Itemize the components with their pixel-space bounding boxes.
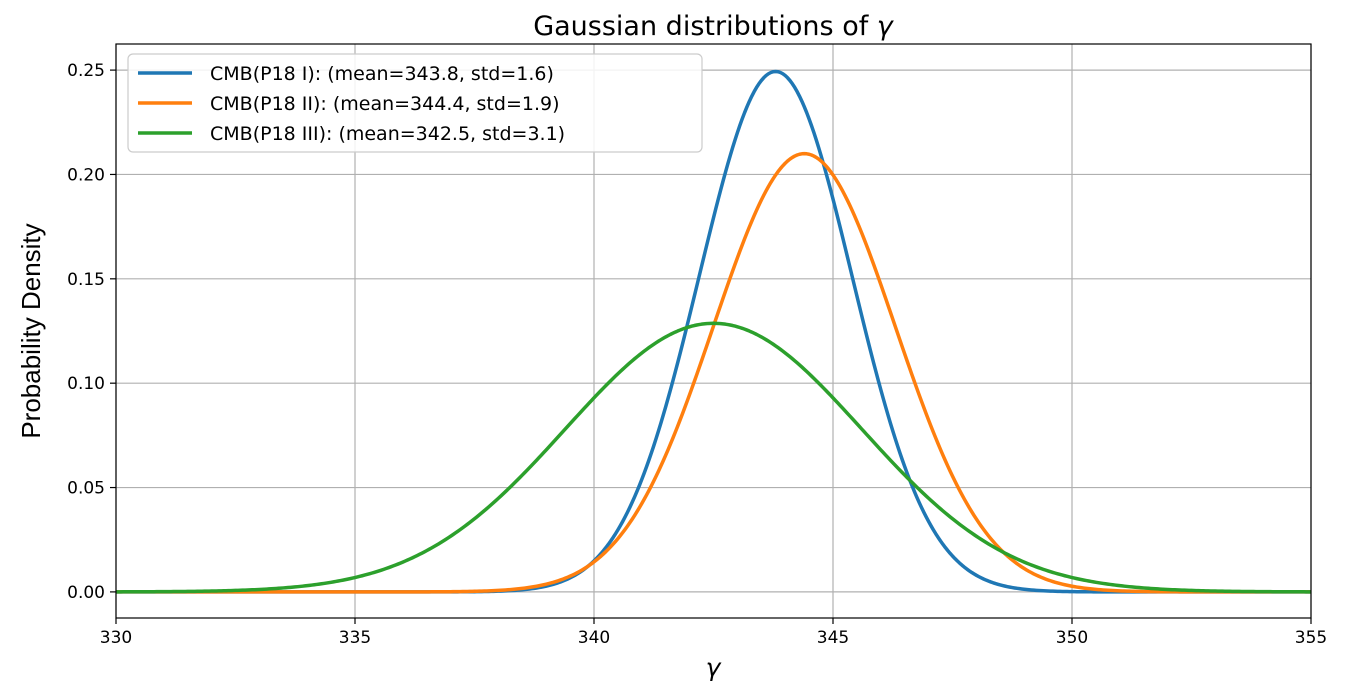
y-tick-label: 0.05	[67, 479, 105, 499]
series-lines	[115, 69, 1312, 594]
y-tick-label: 0.15	[67, 270, 105, 290]
x-tick-label: 345	[817, 628, 849, 648]
x-tick-label: 335	[339, 628, 371, 648]
x-axis-label: γ	[706, 653, 722, 682]
plot-frame	[115, 43, 1312, 619]
y-tick-label: 0.00	[67, 583, 105, 603]
x-tick-label: 355	[1295, 628, 1327, 648]
y-tick-label: 0.10	[67, 374, 105, 394]
chart-title-symbol: γ	[877, 11, 895, 42]
series-line-2	[116, 151, 1311, 594]
ticks: 330 335 340 345 350 355 0.00 0.05 0.10 0.15 0.20 0.…	[67, 61, 1327, 648]
chart-title: Gaussian distributions of γ	[533, 11, 895, 42]
y-tick-label: 0.25	[67, 61, 105, 81]
legend-label-2: CMB(P18 II): (mean=344.4, std=1.9)	[210, 93, 560, 115]
y-axis-label: Probability Density	[16, 223, 46, 438]
legend-label-3: CMB(P18 III): (mean=342.5, std=3.1)	[210, 123, 565, 145]
y-tick-label: 0.20	[67, 165, 105, 185]
chart-title-text: Gaussian distributions of	[533, 11, 877, 42]
x-tick-label: 330	[100, 628, 132, 648]
series-line-3	[115, 321, 1312, 594]
x-tick-label: 350	[1056, 628, 1088, 648]
x-tick-label: 340	[578, 628, 610, 648]
legend: CMB(P18 I): (mean=343.8, std=1.6) CMB(P18…	[127, 53, 703, 153]
legend-label-1: CMB(P18 I): (mean=343.8, std=1.6)	[210, 63, 554, 85]
legend-box	[127, 53, 703, 153]
